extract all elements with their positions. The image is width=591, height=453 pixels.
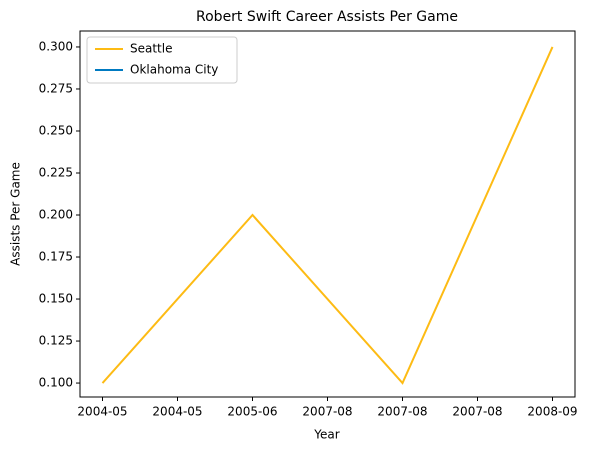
x-tick-label: 2004-05 xyxy=(152,405,202,419)
chart-title: Robert Swift Career Assists Per Game xyxy=(196,9,458,25)
x-tick-label: 2005-06 xyxy=(227,405,277,419)
y-tick-label: 0.200 xyxy=(39,208,73,222)
x-tick-label: 2007-08 xyxy=(302,405,352,419)
x-tick-label: 2007-08 xyxy=(377,405,427,419)
y-tick-label: 0.150 xyxy=(39,292,73,306)
x-tick-label: 2008-09 xyxy=(527,405,577,419)
y-tick-label: 0.225 xyxy=(39,165,73,179)
line xyxy=(101,46,554,385)
y-tick-label: 0.250 xyxy=(39,123,73,137)
y-tick-label: 0.175 xyxy=(39,250,73,264)
y-axis-label: Assists Per Game xyxy=(9,162,23,266)
x-tick-label: 2007-08 xyxy=(452,405,502,419)
y-tick-label: 0.300 xyxy=(39,39,73,53)
legend-box xyxy=(86,36,238,84)
y-tick-label: 0.275 xyxy=(39,81,73,95)
plot-frame xyxy=(79,30,576,398)
legend-label: Seattle xyxy=(130,42,172,56)
y-tick-label: 0.100 xyxy=(39,376,73,390)
y-tick-label: 0.125 xyxy=(39,334,73,348)
x-axis-label: Year xyxy=(313,428,339,442)
x-tick-label: 2004-05 xyxy=(77,405,127,419)
legend-label: Oklahoma City xyxy=(130,63,218,77)
